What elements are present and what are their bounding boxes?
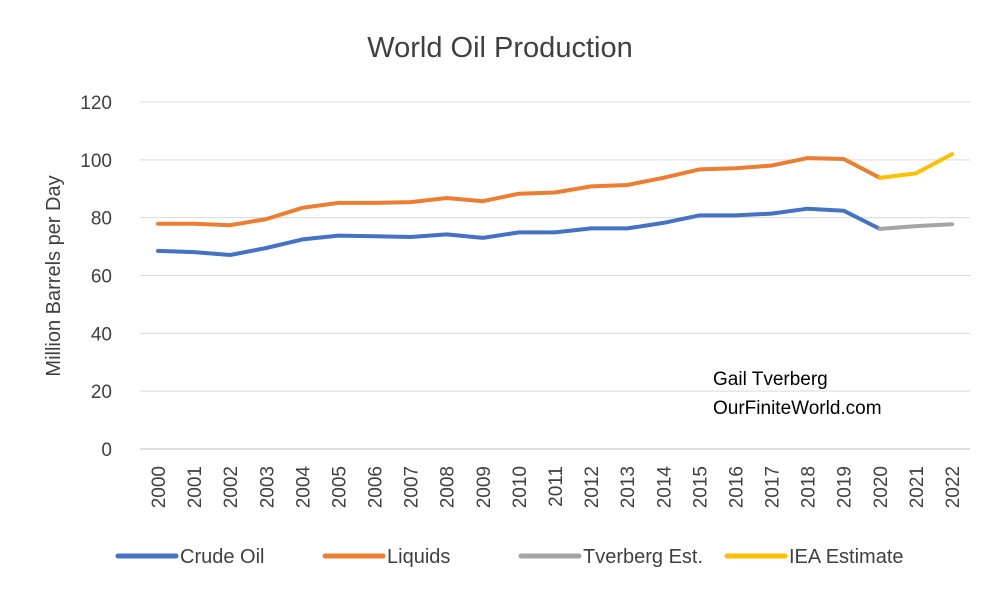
x-tick-label: 2012 bbox=[582, 466, 603, 508]
x-axis-ticks: 2000 2001 2002 2003 2004 2005 2006 2007 2008 2009… bbox=[149, 466, 964, 509]
x-tick-label: 2004 bbox=[293, 466, 314, 509]
y-axis-label: Million Barrels per Day bbox=[43, 175, 65, 376]
legend-label-iea-estimate: IEA Estimate bbox=[789, 546, 904, 568]
annotation-website: OurFiniteWorld.com bbox=[713, 398, 882, 419]
y-tick-label: 20 bbox=[91, 382, 112, 403]
y-axis-ticks: 0 20 40 60 80 100 120 bbox=[80, 93, 112, 461]
y-tick-label: 80 bbox=[91, 209, 112, 230]
x-tick-label: 2018 bbox=[799, 466, 820, 508]
x-tick-label: 2011 bbox=[546, 466, 567, 507]
x-tick-label: 2014 bbox=[654, 466, 675, 509]
gridlines bbox=[140, 101, 970, 450]
y-tick-label: 60 bbox=[91, 267, 112, 288]
y-tick-label: 0 bbox=[101, 440, 112, 461]
x-tick-label: 2006 bbox=[366, 466, 387, 508]
x-tick-label: 2003 bbox=[257, 466, 278, 508]
x-tick-label: 2013 bbox=[618, 466, 639, 508]
legend-label-crude-oil: Crude Oil bbox=[180, 546, 264, 568]
x-tick-label: 2021 bbox=[907, 466, 928, 508]
x-tick-label: 2007 bbox=[402, 466, 423, 508]
y-tick-label: 40 bbox=[91, 324, 112, 345]
y-tick-label: 100 bbox=[80, 151, 112, 172]
x-tick-label: 2010 bbox=[510, 466, 531, 508]
chart-annotation: Gail Tverberg OurFiniteWorld.com bbox=[713, 369, 882, 419]
series-line-iea-estimate bbox=[877, 152, 954, 180]
x-tick-label: 2001 bbox=[185, 466, 206, 508]
x-tick-label: 2009 bbox=[474, 466, 495, 508]
legend-label-tverberg-est: Tverberg Est. bbox=[583, 546, 703, 568]
x-tick-label: 2019 bbox=[835, 466, 856, 508]
annotation-author: Gail Tverberg bbox=[713, 369, 828, 390]
legend-label-liquids: Liquids bbox=[387, 546, 450, 568]
series-line-crude-oil bbox=[156, 206, 882, 257]
x-tick-label: 2016 bbox=[726, 466, 747, 508]
x-tick-label: 2002 bbox=[221, 466, 242, 508]
legend: Crude Oil Liquids Tverberg Est. IEA Estimat… bbox=[115, 546, 904, 568]
x-tick-label: 2008 bbox=[438, 466, 459, 508]
x-tick-label: 2022 bbox=[943, 466, 964, 508]
x-tick-label: 2005 bbox=[329, 466, 350, 508]
chart-title: World Oil Production bbox=[367, 32, 632, 64]
x-tick-label: 2000 bbox=[149, 466, 170, 508]
series-line-liquids bbox=[156, 156, 882, 228]
x-tick-label: 2020 bbox=[871, 466, 892, 508]
x-tick-label: 2017 bbox=[763, 466, 784, 508]
y-tick-label: 120 bbox=[80, 93, 112, 114]
series-lines bbox=[156, 152, 954, 257]
series-line-tverberg-est bbox=[877, 222, 954, 231]
x-tick-label: 2015 bbox=[690, 466, 711, 508]
